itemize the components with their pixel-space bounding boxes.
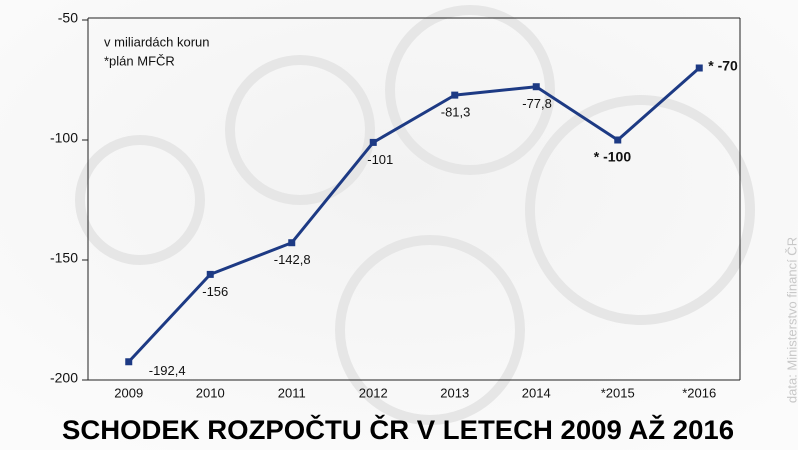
y-tick-label: -50: [58, 10, 78, 26]
annotation: v miliardách korun: [104, 34, 210, 49]
x-tick-label: 2009: [114, 385, 143, 400]
x-tick-label: 2013: [440, 385, 469, 400]
annotation: *plán MFČR: [104, 53, 175, 68]
data-label: -142,8: [274, 252, 311, 267]
x-tick-label: 2014: [522, 385, 551, 400]
x-tick-label: 2012: [359, 385, 388, 400]
data-label: -77,8: [522, 96, 552, 111]
data-point: [532, 83, 540, 91]
data-line: [127, 66, 701, 363]
y-tick-label: -150: [50, 250, 78, 266]
x-tick-label: *2016: [682, 385, 716, 400]
data-point: [125, 358, 133, 366]
data-point: [614, 136, 622, 144]
data-point: [695, 64, 703, 72]
data-label: * -70: [708, 58, 738, 74]
coin-decoration: [75, 5, 755, 425]
x-tick-label: 2011: [278, 385, 306, 400]
data-label: -81,3: [441, 105, 471, 120]
data-label: -156: [202, 284, 228, 299]
y-tick-label: -100: [50, 130, 78, 146]
data-point: [288, 239, 296, 247]
x-tick-label: *2015: [601, 385, 635, 400]
data-label: * -100: [594, 149, 632, 165]
data-point: [206, 270, 214, 278]
x-tick-label: 2010: [196, 385, 225, 400]
y-tick-label: -200: [50, 370, 78, 386]
data-label: -101: [367, 152, 393, 167]
chart-title: SCHODEK ROZPOČTU ČR V LETECH 2009 AŽ 201…: [62, 414, 734, 445]
source: data: Ministerstvo financí ČR: [784, 237, 798, 403]
data-label: -192,4: [149, 363, 186, 378]
data-point: [451, 91, 459, 99]
data-point: [369, 138, 377, 146]
